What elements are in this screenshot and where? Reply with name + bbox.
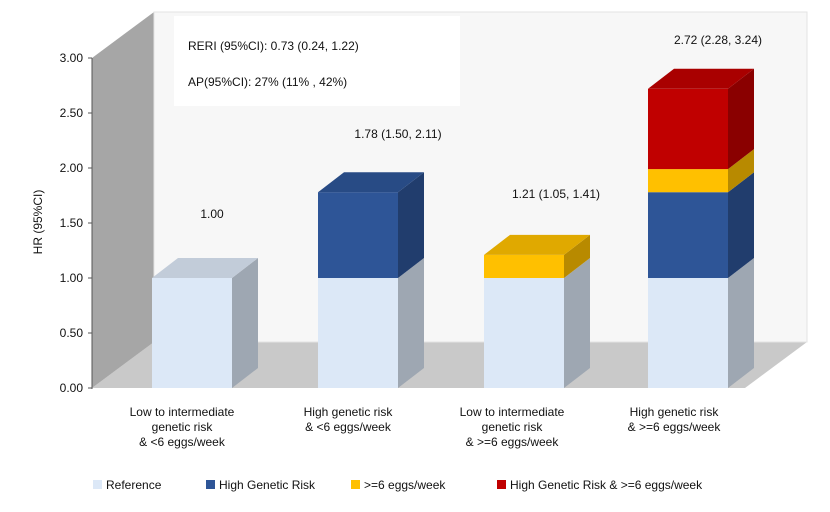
legend-swatch xyxy=(93,480,102,489)
bar-segment-side xyxy=(398,258,424,388)
bar-value-label: 2.72 (2.28, 3.24) xyxy=(674,33,762,47)
annotation-background xyxy=(174,16,460,106)
bar-segment-top xyxy=(318,172,424,193)
bar-segment-side xyxy=(728,172,754,278)
bar-segment xyxy=(152,278,232,388)
bar-segment-side xyxy=(728,68,754,170)
legend-label: High Genetic Risk xyxy=(219,478,316,492)
bar-group xyxy=(648,68,754,388)
bar-segment-top xyxy=(152,258,258,278)
chart-floor xyxy=(92,342,807,388)
bar-segment xyxy=(648,169,728,193)
bars xyxy=(152,68,754,388)
bar-segment xyxy=(648,88,728,170)
annotation-box: RERI (95%CI): 0.73 (0.24, 1.22) AP(95%CI)… xyxy=(174,16,460,106)
chart-side-wall xyxy=(92,12,154,388)
bar-segment-side xyxy=(398,172,424,278)
y-tick-label: 3.00 xyxy=(60,51,84,65)
bar-segment xyxy=(648,192,728,278)
bar-segment-top xyxy=(484,234,590,255)
bar-segment xyxy=(484,278,564,388)
y-tick-label: 0.00 xyxy=(60,381,84,395)
y-axis: HR (95%CI) xyxy=(31,190,45,255)
x-category-labels: Low to intermediate genetic risk & <6 eggs… xyxy=(130,405,722,449)
legend-swatch xyxy=(351,480,360,489)
bar-segment-side xyxy=(728,149,754,193)
bar-segment-top xyxy=(648,68,754,89)
bar-segment xyxy=(484,254,564,278)
legend-swatch xyxy=(206,480,215,489)
bar-segment-side xyxy=(564,258,590,388)
legend-item: >=6 eggs/week xyxy=(351,478,446,492)
y-tick-label: 1.50 xyxy=(60,216,84,230)
legend-label: >=6 eggs/week xyxy=(364,478,446,492)
y-tick-label: 2.50 xyxy=(60,106,84,120)
legend-item: High Genetic Risk & >=6 eggs/week xyxy=(497,478,703,492)
y-tick-label: 2.00 xyxy=(60,161,84,175)
x-category-label: High genetic risk & >=6 eggs/week xyxy=(628,405,722,434)
bar-group xyxy=(484,234,590,388)
legend-item: Reference xyxy=(93,478,162,492)
bar-segment-side xyxy=(728,258,754,388)
legend-label: Reference xyxy=(106,478,162,492)
y-tick-label: 0.50 xyxy=(60,326,84,340)
legend-swatch xyxy=(497,480,506,489)
annotation-line: AP(95%CI): 27% (11% , 42%) xyxy=(188,75,347,89)
data-labels: 1.00 1.78 (1.50, 2.11) 1.21 (1.05, 1.41) 2.… xyxy=(200,33,762,221)
bar-segment xyxy=(318,278,398,388)
legend-label: High Genetic Risk & >=6 eggs/week xyxy=(510,478,703,492)
bar-segment-side xyxy=(564,234,590,278)
y-tick-labels: 0.00 0.50 1.00 1.50 2.00 2.50 3.00 xyxy=(60,51,92,395)
annotation-line: RERI (95%CI): 0.73 (0.24, 1.22) xyxy=(188,39,359,53)
y-axis-title: HR (95%CI) xyxy=(31,190,45,255)
y-tick-label: 1.00 xyxy=(60,271,84,285)
x-category-label: High genetic risk & <6 eggs/week xyxy=(304,405,394,434)
legend: Reference High Genetic Risk >=6 eggs/week H… xyxy=(93,478,703,492)
bar-value-label: 1.00 xyxy=(200,207,224,221)
legend-item: High Genetic Risk xyxy=(206,478,316,492)
bar-group xyxy=(152,258,258,388)
x-category-label: Low to intermediate genetic risk & <6 eggs… xyxy=(130,405,235,449)
bar-value-label: 1.21 (1.05, 1.41) xyxy=(512,187,600,201)
bar-group xyxy=(318,172,424,388)
bar-segment-side xyxy=(232,258,258,388)
x-category-label: Low to intermediate genetic risk & >=6 egg… xyxy=(460,405,565,449)
bar-segment xyxy=(648,278,728,388)
bar-segment xyxy=(318,192,398,278)
bar-value-label: 1.78 (1.50, 2.11) xyxy=(354,127,441,141)
